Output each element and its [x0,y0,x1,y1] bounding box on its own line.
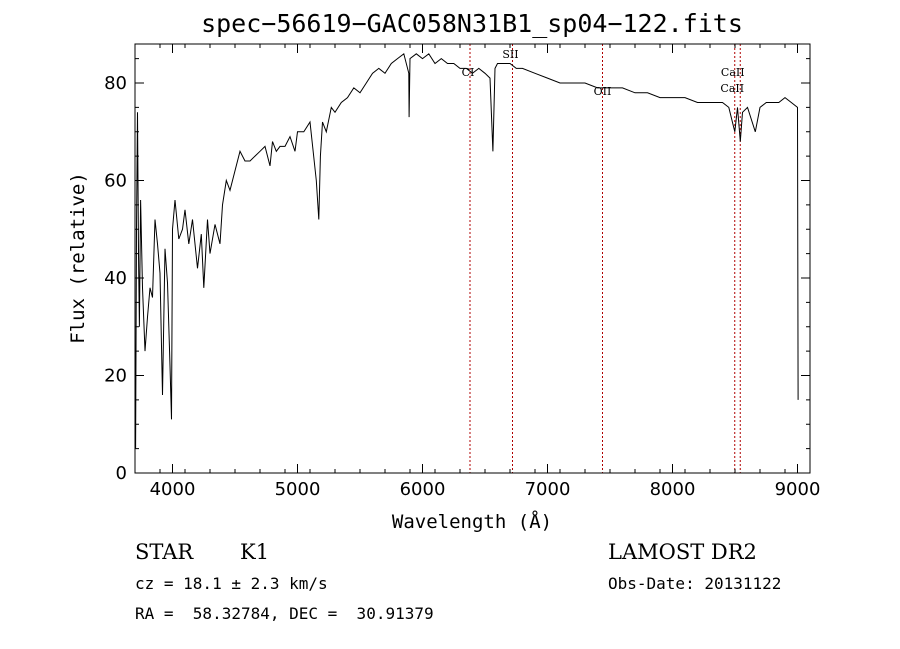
spectrum-series [135,52,799,449]
line-marker-label-ci: CI [462,66,475,79]
x-tick-label: 7000 [525,479,571,500]
spectrum-line [135,52,799,449]
chart-title: spec−56619−GAC058N31B1_sp04−122.fits [201,9,743,38]
obs-date: Obs-Date: 20131122 [608,574,781,593]
line-marker-label-caii: CaII [721,66,745,79]
y-tick-label: 0 [116,463,127,484]
object-subclass: K1 [240,540,269,564]
y-tick-label: 80 [104,73,127,94]
redshift-readout: cz = 18.1 ± 2.3 km/s [135,574,328,593]
x-tick-label: 8000 [650,479,696,500]
object-type: STAR [135,540,194,564]
line-marker-label-sii: SII [502,48,518,61]
y-tick-label: 40 [104,268,127,289]
x-tick-label: 5000 [275,479,321,500]
y-tick-label: 20 [104,366,127,387]
y-axis-label: Flux (relative) [67,172,89,344]
axis-ticks: 4000 5000 6000 7000 8000 9000 0 20 40 60 80 [104,44,820,500]
line-marker-label-caii: CaII [720,82,744,95]
coordinates: RA = 58.32784, DEC = 30.91379 [135,604,434,623]
y-tick-label: 60 [104,171,127,192]
x-tick-label: 6000 [400,479,446,500]
x-tick-label: 4000 [150,479,196,500]
x-axis-label: Wavelength (Å) [392,510,552,533]
x-tick-label: 9000 [775,479,821,500]
plot-frame [134,43,811,474]
survey-name: LAMOST DR2 [608,540,757,564]
